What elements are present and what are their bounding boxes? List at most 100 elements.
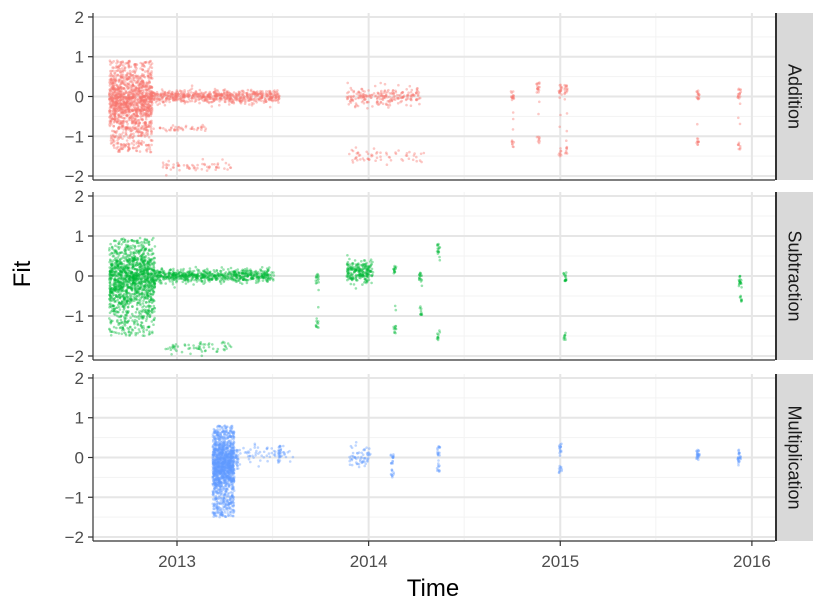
data-point [150,258,153,262]
data-point [139,126,142,130]
data-point [124,103,127,106]
data-point [365,278,368,282]
data-point [144,271,147,275]
data-point [136,101,139,105]
data-point [126,78,129,81]
data-point [130,247,134,250]
data-point [148,80,151,84]
data-point [109,134,113,137]
y-tick-label: −1 [65,127,84,146]
data-point [113,118,116,121]
data-point [142,104,145,107]
data-point [110,73,114,77]
data-point [146,147,149,150]
data-point [219,97,223,100]
data-point [140,133,143,137]
data-point [143,122,147,125]
data-point [138,330,142,334]
data-point [128,80,132,83]
data-point [145,113,148,117]
data-point [394,90,398,94]
data-point [125,105,128,108]
data-point [140,264,144,267]
data-point [196,93,200,97]
data-point [131,78,134,82]
data-point [119,94,122,97]
data-point [266,94,269,98]
data-point [128,60,131,64]
data-point [135,95,138,98]
data-point [138,91,142,95]
data-point [127,113,130,116]
data-point [110,330,113,334]
data-point [150,91,154,94]
data-point [113,113,116,116]
data-point [120,80,123,84]
data-point [118,79,122,82]
data-point [115,88,118,91]
data-point [155,278,158,282]
data-point [131,125,135,129]
data-point [130,101,133,104]
data-point [150,92,153,95]
data-point [109,136,113,140]
data-point [149,138,153,142]
data-point [133,108,137,112]
data-point [121,145,125,148]
data-point [117,109,120,112]
data-point [144,319,148,323]
data-point [113,282,116,286]
data-point [108,111,112,115]
data-point [145,95,149,99]
data-point [141,68,145,72]
data-point [133,118,137,122]
data-point [359,276,362,280]
data-point [135,113,139,116]
data-point [149,123,153,126]
data-point [139,95,142,98]
data-point [128,95,131,99]
data-point [351,161,355,164]
data-point [111,117,114,120]
data-point [226,168,229,171]
data-point [367,89,370,92]
data-point [139,89,143,92]
data-point [125,139,129,142]
data-point [126,283,129,287]
data-point [144,102,148,106]
data-point [372,147,376,150]
data-point [149,95,152,98]
data-point [115,100,118,104]
data-point [125,127,128,130]
data-point [210,105,214,108]
data-point [117,281,120,284]
data-point [388,103,392,107]
data-point [134,127,138,130]
data-point [137,134,140,138]
data-point [349,95,353,98]
data-point [197,269,201,272]
data-point [144,61,147,64]
data-point [145,128,148,132]
data-point [116,91,120,94]
data-point [203,93,206,97]
data-point [117,60,120,64]
data-point [115,120,119,124]
data-point [115,288,118,291]
data-point [133,108,136,112]
data-point [149,76,152,80]
data-point [142,85,146,89]
data-point [137,244,140,248]
data-point [258,95,262,98]
data-point [139,97,143,100]
data-point [368,269,371,272]
data-point [126,99,129,102]
data-point [268,92,272,96]
data-point [135,90,139,93]
data-point [140,131,144,134]
data-point [122,296,126,299]
data-point [150,139,153,142]
data-point [111,113,114,116]
data-point [116,319,119,322]
data-point [145,60,148,64]
